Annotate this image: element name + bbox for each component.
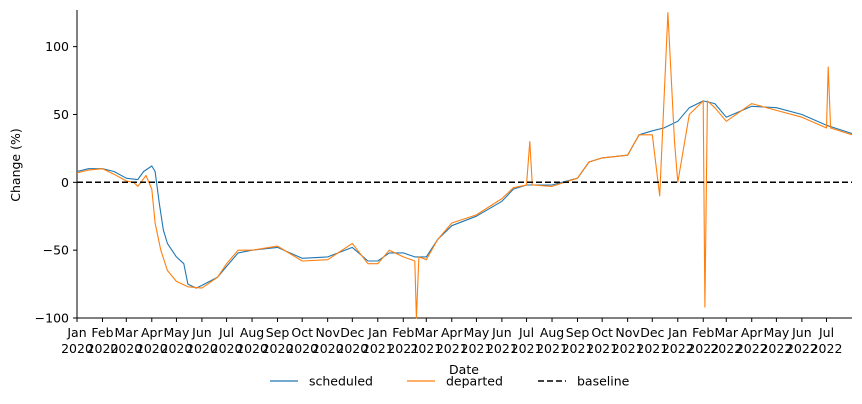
x-tick-label: Feb: [91, 325, 113, 340]
x-tick-label: Apr: [141, 325, 163, 340]
x-tick-label: May: [763, 325, 789, 340]
x-tick-label: May: [463, 325, 489, 340]
x-tick-label: Nov: [615, 325, 640, 340]
plot-area: [76, 12, 853, 319]
x-tick-label: Jul: [218, 325, 234, 340]
y-tick-label: 0: [61, 175, 69, 190]
x-tick-year-label: 2020: [262, 341, 294, 356]
x-tick-year-label: 2020: [211, 341, 243, 356]
x-axis-label: Date: [449, 362, 479, 377]
x-tick-label: Mar: [115, 325, 139, 340]
x-tick-year-label: 2020: [61, 341, 93, 356]
axes: −100−50050100Jan2020Feb2020Mar2020Apr202…: [35, 10, 852, 356]
x-tick-year-label: 2021: [486, 341, 518, 356]
x-tick-year-label: 2020: [312, 341, 344, 356]
x-tick-year-label: 2020: [186, 341, 218, 356]
legend-label-baseline: baseline: [577, 374, 630, 389]
x-tick-year-label: 2022: [710, 341, 742, 356]
x-tick-year-label: 2022: [687, 341, 719, 356]
legend-label-scheduled: scheduled: [309, 374, 373, 389]
x-tick-year-label: 2021: [562, 341, 594, 356]
x-tick-label: Dec: [340, 325, 364, 340]
y-tick-label: 50: [53, 107, 69, 122]
x-tick-year-label: 2021: [636, 341, 668, 356]
x-tick-label: Jan: [367, 325, 387, 340]
x-tick-year-label: 2021: [586, 341, 618, 356]
x-tick-year-label: 2021: [436, 341, 468, 356]
x-tick-label: Mar: [414, 325, 438, 340]
x-tick-label: Feb: [692, 325, 714, 340]
x-tick-year-label: 2021: [511, 341, 543, 356]
x-tick-year-label: 2021: [362, 341, 394, 356]
x-tick-label: Sep: [266, 325, 290, 340]
y-tick-label: −50: [43, 243, 69, 258]
x-tick-year-label: 2020: [286, 341, 318, 356]
series-line-departed: [76, 12, 853, 319]
x-tick-year-label: 2020: [236, 341, 268, 356]
x-tick-year-label: 2020: [136, 341, 168, 356]
x-tick-year-label: 2022: [811, 341, 843, 356]
y-axis-label: Change (%): [8, 128, 23, 201]
x-tick-year-label: 2022: [736, 341, 768, 356]
x-tick-year-label: 2021: [612, 341, 644, 356]
x-tick-label: Jun: [791, 325, 812, 340]
x-tick-label: Sep: [566, 325, 590, 340]
x-tick-label: Jul: [818, 325, 834, 340]
x-tick-year-label: 2020: [110, 341, 142, 356]
y-tick-label: 100: [45, 39, 69, 54]
x-tick-year-label: 2022: [760, 341, 792, 356]
x-tick-label: Mar: [714, 325, 738, 340]
x-tick-label: Apr: [441, 325, 463, 340]
x-tick-label: Aug: [240, 325, 264, 340]
legend: scheduled departed baseline: [270, 374, 630, 389]
x-tick-label: Jan: [667, 325, 687, 340]
x-tick-year-label: 2020: [87, 341, 119, 356]
x-tick-year-label: 2021: [461, 341, 493, 356]
x-tick-year-label: 2021: [536, 341, 568, 356]
legend-label-departed: departed: [446, 374, 503, 389]
x-tick-label: Jan: [66, 325, 86, 340]
x-tick-label: Nov: [315, 325, 340, 340]
x-tick-label: Jun: [491, 325, 512, 340]
x-tick-label: Aug: [540, 325, 564, 340]
y-tick-label: −100: [35, 311, 69, 326]
x-tick-label: Jul: [518, 325, 534, 340]
x-tick-year-label: 2022: [786, 341, 818, 356]
x-tick-label: Oct: [291, 325, 313, 340]
x-tick-year-label: 2020: [336, 341, 368, 356]
x-tick-year-label: 2021: [387, 341, 419, 356]
x-tick-year-label: 2021: [410, 341, 442, 356]
x-tick-label: May: [164, 325, 190, 340]
x-tick-label: Dec: [640, 325, 664, 340]
series-line-scheduled: [76, 100, 853, 289]
x-tick-label: Apr: [741, 325, 763, 340]
x-tick-year-label: 2020: [161, 341, 193, 356]
x-tick-label: Jun: [191, 325, 212, 340]
x-tick-label: Feb: [392, 325, 414, 340]
x-tick-label: Oct: [591, 325, 613, 340]
x-tick-year-label: 2022: [662, 341, 694, 356]
